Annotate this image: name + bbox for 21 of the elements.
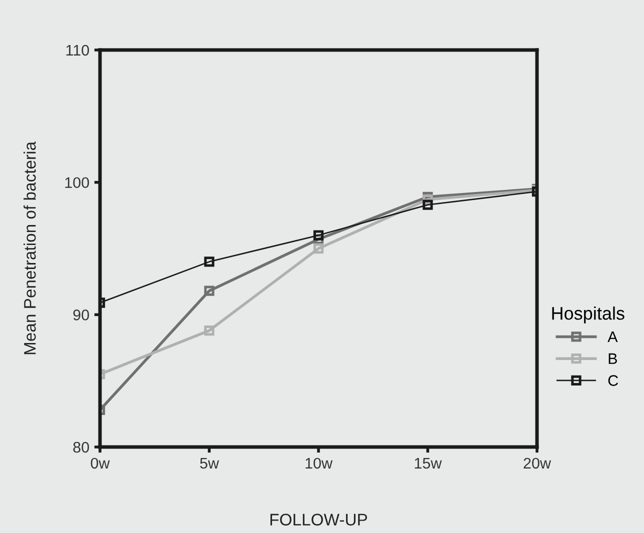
y-axis-title: Mean Penetration of bacteria (24, 141, 36, 354)
point (313, 230, 324, 240)
legend-label: B (608, 353, 617, 364)
point (313, 243, 324, 254)
y-tick-label: 110 (66, 44, 89, 56)
y-tick-label: 100 (65, 177, 89, 188)
x-tick-label: 20w (524, 458, 552, 469)
legend-title: Hospitals (552, 306, 624, 324)
legend-label: A (608, 332, 618, 342)
point (204, 256, 214, 267)
y-tick-label: 90 (73, 310, 89, 320)
legend-label: C (608, 375, 618, 386)
x-tick-label: 15w (414, 458, 442, 469)
x-tick-label: 0w (90, 458, 110, 469)
x-axis-title: FOLLOW-UP (270, 514, 368, 526)
x-tick-label: 5w (200, 458, 220, 469)
point (204, 286, 214, 296)
y-tick-label: 80 (73, 442, 89, 453)
point (204, 325, 214, 336)
x-tick-label: 10w (306, 458, 333, 469)
point (422, 200, 433, 210)
